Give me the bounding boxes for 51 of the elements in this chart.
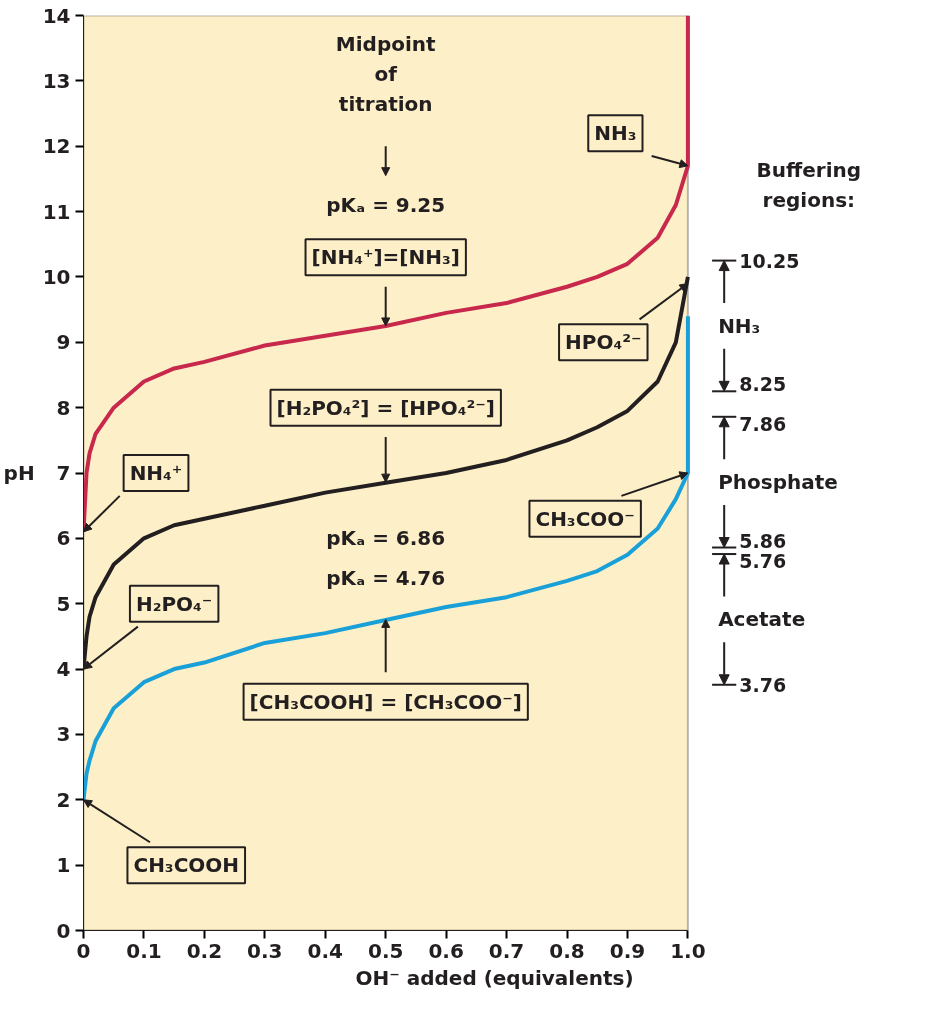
y2-tick-label: 10.25: [739, 249, 800, 272]
y-tick-label: 3: [56, 722, 71, 747]
x-tick-label: 0.6: [428, 938, 464, 963]
y-tick-label: 6: [56, 526, 71, 551]
annotation: [NH₄⁺]=[NH₃]: [311, 245, 460, 270]
y2-tick-label: 7.86: [739, 412, 787, 435]
annotation: CH₃COOH: [133, 853, 240, 878]
x-tick-label: 0: [76, 938, 91, 963]
y-axis-title: pH: [3, 461, 35, 485]
y2-tick-label: 5.76: [739, 550, 787, 573]
annotation: pKₐ = 6.86: [326, 526, 446, 551]
y-tick-label: 5: [56, 591, 71, 616]
x-tick-label: 0.5: [367, 938, 404, 963]
y-tick-label: 1: [56, 853, 71, 878]
annotation: CH₃COO⁻: [535, 506, 635, 531]
x-tick-label: 0.2: [186, 938, 223, 963]
x-tick-label: 1.0: [670, 938, 706, 963]
x-tick-label: 0.3: [247, 938, 283, 963]
y-tick-label: 10: [42, 264, 71, 289]
y2-tick-label: 3.76: [739, 673, 787, 696]
y-tick-label: 7: [56, 461, 71, 485]
y2-tick-label: 8.25: [739, 373, 787, 396]
text: Acetate: [718, 607, 806, 632]
y-tick-label: 0: [56, 918, 71, 943]
y-tick-label: 4: [56, 657, 71, 682]
x-tick-label: 0.1: [126, 938, 162, 963]
y-tick-label: 13: [42, 68, 71, 93]
y-tick-label: 12: [42, 134, 71, 159]
text: Buffering regions:: [756, 158, 862, 213]
y-tick-label: 11: [42, 199, 71, 224]
annotation: NH₄⁺: [129, 461, 183, 485]
x-tick-label: 0.8: [549, 938, 585, 963]
annotation: H₂PO₄⁻: [135, 591, 213, 616]
y2-tick-label: 5.86: [739, 529, 787, 552]
x-tick-label: 0.4: [307, 938, 343, 963]
annotation: HPO₄²⁻: [565, 330, 642, 355]
x-tick-label: 0.7: [488, 938, 525, 963]
y-tick-label: 8: [56, 395, 71, 420]
text: Phosphate: [718, 470, 838, 495]
x-tick-label: 0.9: [609, 938, 646, 963]
y-tick-label: 2: [56, 787, 71, 812]
annotation: pKₐ = 9.25: [326, 193, 446, 218]
annotation: pKₐ = 4.76: [326, 565, 446, 590]
annotation: [H₂PO₄²] = [HPO₄²⁻]: [276, 395, 495, 420]
annotation: [CH₃COOH] = [CH₃COO⁻]: [249, 689, 522, 714]
annotation: NH₃: [594, 121, 637, 146]
annotation: Midpoint of titration: [335, 32, 437, 117]
y-tick-label: 9: [56, 330, 71, 355]
y-tick-label: 14: [42, 3, 71, 28]
text: NH₃: [718, 313, 761, 338]
x-axis-title: OH⁻ added (equivalents): [355, 965, 634, 990]
